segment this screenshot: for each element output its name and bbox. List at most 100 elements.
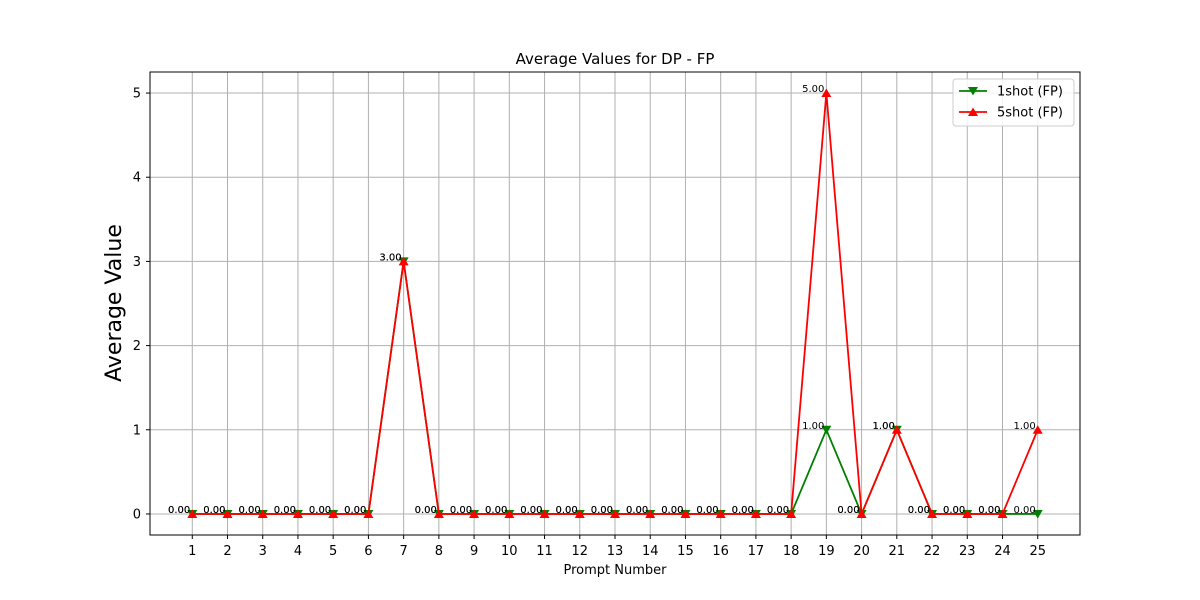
x-tick-label: 6 (364, 544, 372, 559)
data-point (363, 509, 374, 518)
data-point (433, 509, 444, 518)
data-point (222, 509, 233, 518)
x-tick-label: 19 (818, 544, 835, 559)
x-tick-label: 14 (642, 544, 659, 559)
data-label: 0.00 (767, 505, 789, 516)
data-point (504, 509, 515, 518)
x-tick-label: 4 (294, 544, 302, 559)
data-label: 5.00 (802, 84, 824, 95)
data-point (539, 509, 550, 518)
data-label: 0.00 (415, 505, 437, 516)
data-label: 0.00 (274, 505, 296, 516)
data-point (574, 509, 585, 518)
data-label: 0.00 (203, 505, 225, 516)
data-label: 0.00 (520, 505, 542, 516)
data-label: 1.00 (873, 421, 895, 432)
y-tick-label: 0 (133, 507, 141, 522)
x-tick-label: 13 (607, 544, 624, 559)
y-axis-label: Average Value (102, 224, 127, 382)
data-label: 0.00 (908, 505, 930, 516)
data-label: 0.00 (661, 505, 683, 516)
data-point (856, 509, 867, 518)
data-label: 0.00 (661, 505, 683, 516)
legend-label: 1shot (FP) (997, 85, 1063, 100)
data-label: 0.00 (732, 505, 754, 516)
data-label: 0.00 (837, 505, 859, 516)
y-tick-label: 5 (133, 87, 141, 102)
x-tick-label: 17 (748, 544, 765, 559)
data-point (927, 509, 938, 518)
data-label: 0.00 (168, 505, 190, 516)
data-label: 0.00 (485, 505, 507, 516)
data-label: 0.00 (415, 505, 437, 516)
x-tick-label: 7 (399, 544, 407, 559)
data-label: 0.00 (696, 505, 718, 516)
data-label: 3.00 (379, 252, 401, 263)
data-label: 1.00 (1013, 421, 1035, 432)
data-label: 0.00 (309, 505, 331, 516)
x-tick-label: 11 (536, 544, 553, 559)
x-tick-label: 23 (959, 544, 976, 559)
chart-title: Average Values for DP - FP (516, 50, 715, 68)
data-point (891, 425, 902, 434)
x-axis-label: Prompt Number (564, 563, 668, 578)
data-label: 0.00 (238, 505, 260, 516)
data-label: 0.00 (767, 505, 789, 516)
y-tick-label: 1 (133, 423, 141, 438)
data-label: 0.00 (908, 505, 930, 516)
x-tick-label: 9 (470, 544, 478, 559)
x-tick-label: 22 (924, 544, 941, 559)
data-label: 0.00 (626, 505, 648, 516)
data-label: 1.00 (802, 421, 824, 432)
data-point (469, 509, 480, 518)
data-label: 0.00 (238, 505, 260, 516)
data-point (292, 509, 303, 518)
data-label: 3.00 (379, 252, 401, 263)
data-point (645, 509, 656, 518)
data-point (610, 509, 620, 518)
x-tick-label: 25 (1029, 544, 1046, 559)
data-label: 0.00 (837, 505, 859, 516)
data-label: 0.00 (943, 505, 965, 516)
x-tick-label: 8 (435, 544, 443, 559)
data-label: 0.00 (978, 505, 1000, 516)
data-point (821, 425, 832, 435)
x-tick-label: 3 (259, 544, 267, 559)
x-tick-label: 20 (853, 544, 870, 559)
legend-label: 5shot (FP) (997, 106, 1063, 121)
data-label: 0.00 (591, 505, 613, 516)
data-label: 0.00 (344, 505, 366, 516)
data-label: 0.00 (1013, 505, 1035, 516)
data-label: 0.00 (485, 505, 507, 516)
x-tick-label: 15 (677, 544, 694, 559)
data-label: 0.00 (274, 505, 296, 516)
data-label: 0.00 (978, 505, 1000, 516)
data-label: 0.00 (626, 505, 648, 516)
data-label: 0.00 (203, 505, 225, 516)
data-point (750, 509, 761, 518)
data-point (786, 509, 797, 518)
x-tick-label: 12 (571, 544, 588, 559)
data-label: 0.00 (450, 505, 472, 516)
data-label: 0.00 (168, 505, 190, 516)
data-point (328, 509, 339, 518)
legend-marker (968, 107, 978, 116)
data-point (257, 509, 268, 518)
x-tick-label: 18 (783, 544, 800, 559)
data-point (997, 509, 1008, 518)
data-label: 0.00 (556, 505, 578, 516)
data-point (187, 509, 198, 518)
data-point (821, 88, 832, 98)
y-tick-label: 3 (133, 255, 141, 270)
legend-marker (968, 87, 978, 96)
x-tick-label: 21 (889, 544, 906, 559)
data-label: 0.00 (344, 505, 366, 516)
x-tick-label: 5 (329, 544, 337, 559)
data-point (1032, 509, 1043, 519)
data-point (715, 509, 726, 518)
x-tick-label: 16 (712, 544, 729, 559)
x-tick-label: 24 (994, 544, 1011, 559)
y-tick-label: 2 (133, 339, 141, 354)
y-tick-label: 4 (133, 171, 141, 186)
data-label: 0.00 (309, 505, 331, 516)
